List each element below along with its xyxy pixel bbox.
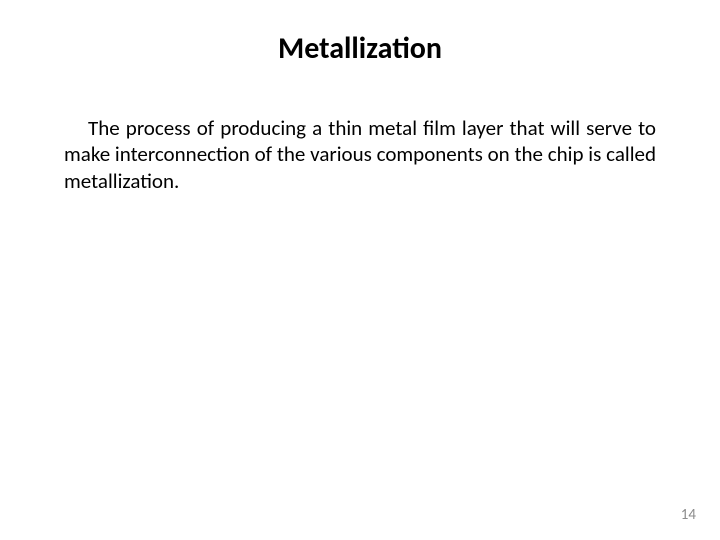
slide-title: Metallization — [0, 30, 720, 67]
page-number: 14 — [681, 506, 696, 524]
slide-container: Metallization The process of producing a… — [0, 0, 720, 540]
slide-body-text: The process of producing a thin metal fi… — [64, 115, 656, 194]
